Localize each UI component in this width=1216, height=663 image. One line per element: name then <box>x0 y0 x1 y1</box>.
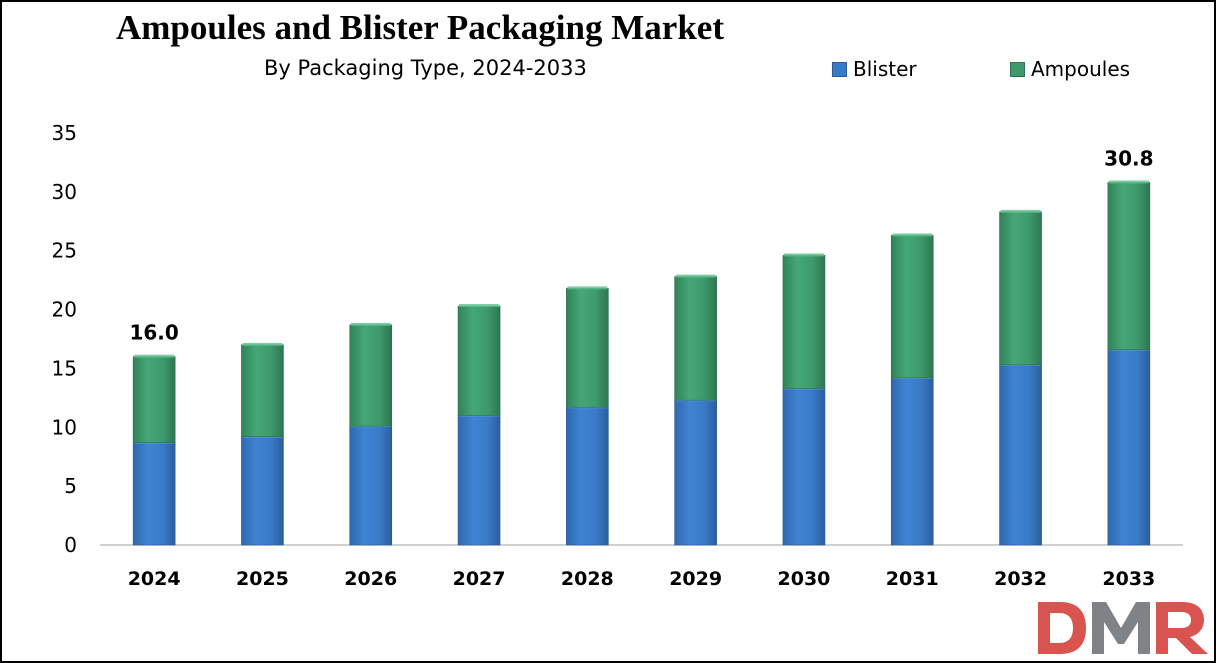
y-tick-label: 5 <box>64 474 77 498</box>
bar-blister-2029 <box>674 399 717 546</box>
legend-item-blister: Blister <box>832 57 917 81</box>
logo-letter-d <box>1038 602 1086 654</box>
x-tick-label-2024: 2024 <box>128 568 181 590</box>
y-tick-label: 10 <box>52 415 77 439</box>
bar-ampoules-top-2027 <box>459 304 500 308</box>
bar-blister-2026 <box>349 425 393 546</box>
x-tick-label-2025: 2025 <box>236 568 289 590</box>
bar-ampoules-2026 <box>349 324 393 427</box>
bar-ampoules-top-2025 <box>242 342 283 346</box>
x-tick-label-2029: 2029 <box>669 568 722 590</box>
bar-blister-2028 <box>566 406 609 546</box>
data-label-2033: 30.8 <box>1104 146 1153 170</box>
y-tick-label: 0 <box>64 533 77 557</box>
bar-ampoules-top-2028 <box>567 286 608 290</box>
legend-label-ampoules: Ampoules <box>1031 57 1131 81</box>
bar-ampoules-top-2024 <box>134 354 175 358</box>
y-tick-label: 15 <box>52 356 77 380</box>
bar-blister-2027 <box>457 415 501 546</box>
x-tick-label-2030: 2030 <box>778 568 831 590</box>
bar-ampoules-2031 <box>890 235 934 379</box>
bar-blister-2025 <box>241 436 284 546</box>
x-tick-label-2032: 2032 <box>994 568 1047 590</box>
x-tick-label-2026: 2026 <box>344 568 397 590</box>
dmr-logo <box>1038 602 1208 654</box>
y-tick-label: 20 <box>52 298 77 322</box>
bar-ampoules-top-2031 <box>892 233 933 237</box>
logo-letter-r <box>1156 602 1208 654</box>
bar-blister-2031 <box>890 377 934 546</box>
data-label-2024: 16.0 <box>129 321 178 345</box>
x-tick-label-2033: 2033 <box>1102 568 1155 590</box>
bar-ampoules-2024 <box>132 356 176 443</box>
bar-ampoules-2025 <box>241 344 284 438</box>
legend-swatch-ampoules <box>1010 61 1025 77</box>
bar-blister-2032 <box>999 364 1042 546</box>
legend-label-blister: Blister <box>853 57 917 81</box>
y-tick-label: 35 <box>52 121 77 145</box>
bar-ampoules-top-2029 <box>675 274 716 278</box>
bar-ampoules-top-2030 <box>783 253 824 257</box>
legend-item-ampoules: Ampoules <box>1010 57 1130 81</box>
legend-swatch-blister <box>832 61 847 77</box>
logo-letter-m <box>1092 602 1150 654</box>
bar-ampoules-top-2026 <box>350 322 391 326</box>
bar-ampoules-2028 <box>566 288 609 408</box>
bar-blister-2030 <box>782 388 826 546</box>
y-tick-label: 25 <box>52 239 77 263</box>
bar-ampoules-2030 <box>782 255 826 389</box>
chart-title: Ampoules and Blister Packaging Market <box>116 8 724 47</box>
bar-ampoules-2033 <box>1107 182 1151 350</box>
bar-ampoules-top-2033 <box>1108 180 1149 184</box>
x-tick-label-2027: 2027 <box>453 568 506 590</box>
bar-ampoules-2027 <box>457 305 501 416</box>
bar-ampoules-top-2032 <box>1000 209 1041 213</box>
bar-ampoules-2029 <box>674 276 717 401</box>
bar-blister-2033 <box>1107 349 1151 546</box>
x-tick-label-2028: 2028 <box>561 568 614 590</box>
bar-ampoules-2032 <box>999 211 1042 366</box>
y-tick-label: 30 <box>52 180 77 204</box>
bar-blister-2024 <box>132 442 176 546</box>
x-tick-label-2031: 2031 <box>886 568 939 590</box>
chart-subtitle: By Packaging Type, 2024-2033 <box>264 56 587 80</box>
